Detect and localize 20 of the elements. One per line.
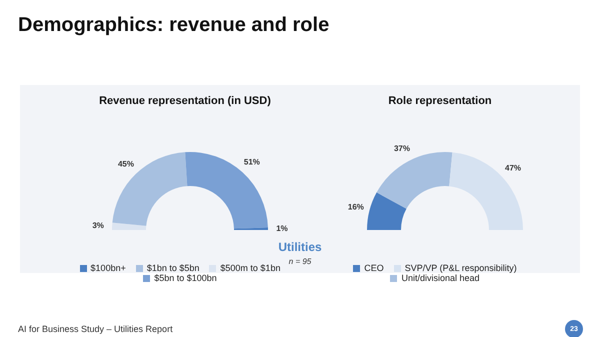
text: n = 95 — [288, 257, 312, 266]
legend-label: SVP/VP (P&L responsibility) — [404, 263, 517, 273]
data-label: 51% — [244, 157, 260, 166]
legend-label: $500m to $1bn — [220, 263, 280, 273]
data-label: 37% — [394, 144, 410, 154]
data-label: 16% — [348, 202, 364, 212]
data-label: 47% — [505, 164, 522, 173]
legend-label: $1bn to $5bn — [146, 263, 200, 273]
data-label: 3% — [92, 221, 104, 230]
legend-label: $5bn to $100bn — [154, 273, 217, 283]
data-label: 1% — [276, 224, 288, 234]
legend-label: Unit/divisional head — [401, 273, 480, 283]
legend-label: CEO — [364, 263, 384, 273]
text: Demographics: revenue and role — [18, 14, 330, 37]
chart-title: Role representation — [387, 95, 493, 109]
text: Utilities — [277, 240, 323, 254]
chart-title: Revenue representation (in USD) — [98, 95, 272, 109]
data-label: 45% — [118, 159, 134, 168]
legend-label: $100bn+ — [90, 263, 126, 273]
text: AI for Business Study – Utilities Report — [18, 324, 173, 334]
